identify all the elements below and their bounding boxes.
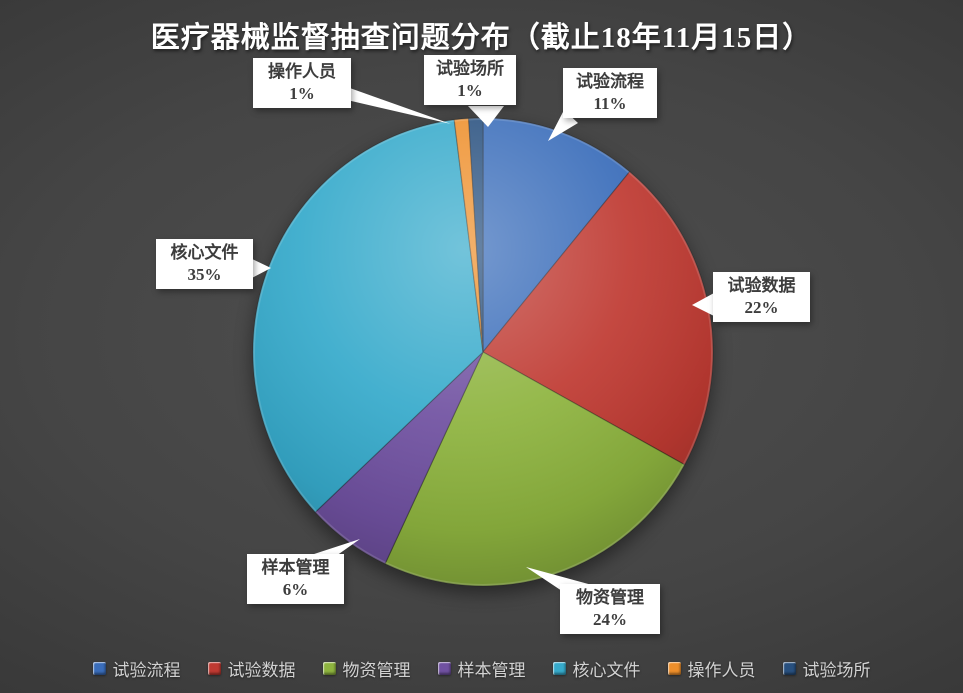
label-试验流程: 试验流程 11% xyxy=(563,68,657,118)
label-pct: 11% xyxy=(593,94,627,113)
connector-core xyxy=(248,257,271,280)
label-name: 样本管理 xyxy=(261,558,330,577)
legend-swatch-icon xyxy=(552,662,566,675)
legend-label: 试验数据 xyxy=(227,661,296,680)
legend-label: 试验场所 xyxy=(802,661,871,680)
connector-sample xyxy=(308,539,360,556)
label-操作人员: 操作人员 1% xyxy=(253,58,351,108)
legend-item-试验流程: 试验流程 xyxy=(92,656,181,681)
legend-swatch-icon xyxy=(322,662,336,675)
pie-slices xyxy=(252,117,714,587)
label-name: 试验场所 xyxy=(436,59,504,78)
label-name: 操作人员 xyxy=(268,62,336,81)
label-pct: 6% xyxy=(282,580,309,599)
legend-label: 试验流程 xyxy=(112,661,181,680)
label-试验场所: 试验场所 1% xyxy=(424,55,516,105)
label-样本管理: 样本管理 6% xyxy=(247,554,344,604)
connector-operator xyxy=(347,87,451,124)
label-pct: 1% xyxy=(457,81,483,100)
legend-label: 物资管理 xyxy=(342,661,411,680)
legend-item-试验数据: 试验数据 xyxy=(207,656,296,681)
legend-label: 样本管理 xyxy=(457,661,526,680)
legend-item-物资管理: 物资管理 xyxy=(322,656,411,681)
legend-swatch-icon xyxy=(782,662,796,675)
label-pct: 22% xyxy=(744,298,779,317)
legend-label: 核心文件 xyxy=(572,661,641,680)
legend-item-操作人员: 操作人员 xyxy=(667,656,756,681)
label-pct: 1% xyxy=(289,84,315,103)
legend-swatch-icon xyxy=(667,662,681,675)
legend-item-核心文件: 核心文件 xyxy=(552,656,641,681)
connector-data xyxy=(692,293,714,316)
label-name: 试验数据 xyxy=(727,276,796,295)
label-pct: 24% xyxy=(593,610,627,629)
label-name: 试验流程 xyxy=(576,72,644,91)
label-核心文件: 核心文件 35% xyxy=(156,239,253,289)
connector-site xyxy=(468,106,504,127)
legend-swatch-icon xyxy=(207,662,221,675)
label-试验数据: 试验数据 22% xyxy=(713,272,810,322)
label-物资管理: 物资管理 24% xyxy=(560,584,660,634)
legend-item-试验场所: 试验场所 xyxy=(782,656,871,681)
label-name: 核心文件 xyxy=(170,243,239,262)
legend-item-样本管理: 样本管理 xyxy=(437,656,526,681)
chart-legend: 试验流程 试验数据 物资管理 样本管理 核心文件 操作人员 试验场所 xyxy=(0,656,963,681)
legend-label: 操作人员 xyxy=(687,661,756,680)
chart-title: 医疗器械监督抽查问题分布（截止18年11月15日） xyxy=(150,22,813,54)
label-name: 物资管理 xyxy=(576,588,644,607)
legend-swatch-icon xyxy=(437,662,451,675)
label-pct: 35% xyxy=(187,265,222,284)
callout-connectors xyxy=(248,87,714,591)
legend-swatch-icon xyxy=(92,662,106,675)
